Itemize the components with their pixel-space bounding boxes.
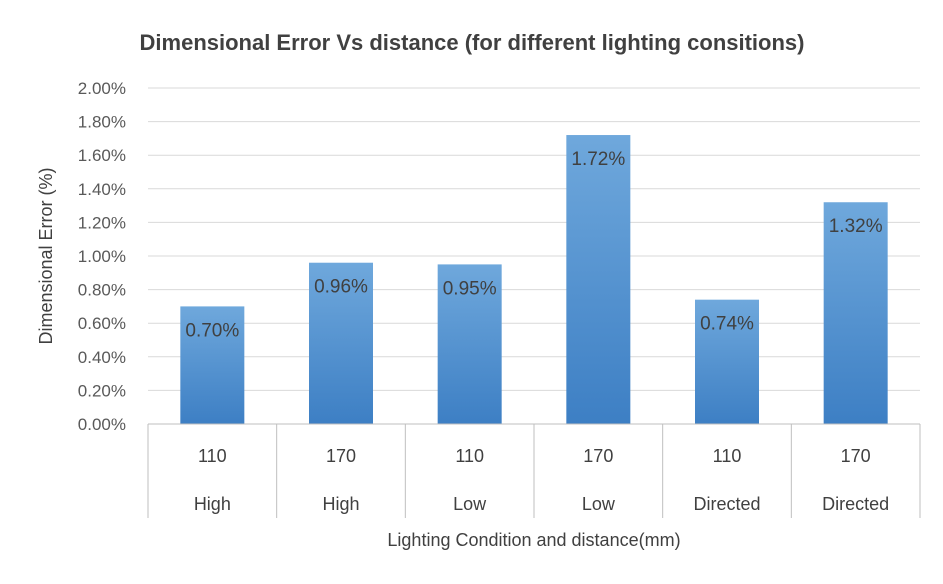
data-label: 1.32% [829, 216, 883, 237]
y-tick-label: 1.40% [78, 180, 126, 199]
y-tick-label: 0.60% [78, 314, 126, 333]
category-distance-label: 170 [326, 446, 356, 466]
data-label: 0.96% [314, 277, 368, 298]
data-label: 1.72% [571, 149, 625, 170]
bar [695, 299, 759, 424]
y-tick-label: 1.00% [78, 247, 126, 266]
bar [180, 306, 245, 424]
category-distance-label: 110 [455, 446, 484, 466]
y-tick-label: 0.00% [78, 415, 126, 434]
bars [180, 135, 888, 425]
y-tick-label: 1.60% [78, 146, 126, 165]
bar [823, 202, 888, 424]
data-label: 0.74% [700, 314, 754, 335]
y-tick-label: 0.40% [78, 348, 126, 367]
y-tick-label: 0.80% [78, 281, 126, 300]
gridlines [148, 87, 920, 391]
y-tick-labels: 0.00% 0.20% 0.40% 0.60% 0.80% 1.00% 1.20% 1.40%… [78, 79, 126, 434]
category-distance-label: 170 [841, 446, 871, 466]
category-lighting-label: Low [582, 494, 616, 514]
data-labels: 0.70% 0.96% 0.95% 1.72% 0.74% 1.32% [185, 149, 882, 341]
data-label: 0.70% [185, 320, 239, 341]
data-label: 0.95% [443, 278, 497, 299]
y-tick-label: 2.00% [78, 79, 126, 98]
y-tick-label: 1.20% [78, 213, 126, 232]
bar [309, 262, 373, 424]
y-tick-label: 1.80% [78, 113, 126, 132]
y-tick-label: 0.20% [78, 381, 126, 400]
chart-title: Dimensional Error Vs distance (for diffe… [140, 30, 805, 55]
category-lighting-label: High [194, 494, 231, 514]
y-axis-label: Dimensional Error (%) [36, 167, 56, 344]
category-lighting-label: Directed [693, 494, 760, 514]
category-axis: 110 High 170 High 110 Low 170 Low 110 Directed 170… [147, 423, 921, 518]
bar [437, 264, 502, 424]
category-lighting-label: Low [453, 494, 487, 514]
category-distance-label: 110 [713, 446, 742, 466]
category-distance-label: 110 [198, 446, 227, 466]
category-lighting-label: Directed [822, 494, 889, 514]
category-distance-label: 170 [583, 446, 613, 466]
category-lighting-label: High [322, 494, 359, 514]
bar [566, 135, 631, 425]
x-axis-label: Lighting Condition and distance(mm) [387, 530, 680, 550]
